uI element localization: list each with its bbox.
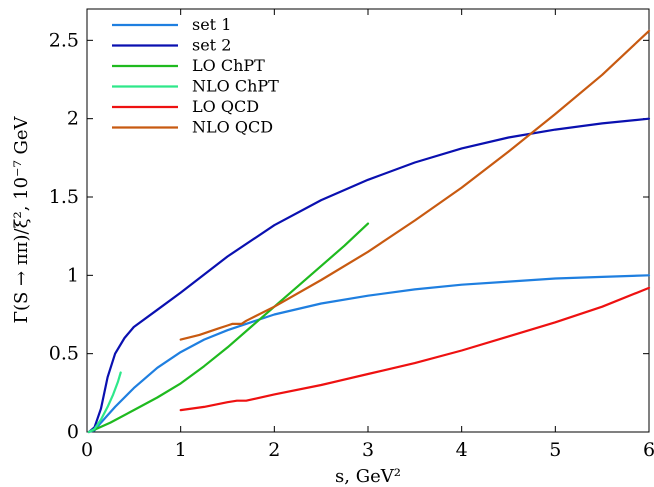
series-line-3 <box>87 222 370 434</box>
legend-label-5: LO QCD <box>192 97 259 116</box>
series-line-1 <box>87 274 651 434</box>
legend-label-4: NLO ChPT <box>192 77 279 96</box>
y-tick-label: 2 <box>67 108 79 130</box>
series-line-4 <box>87 371 122 434</box>
series-line-5 <box>179 286 651 412</box>
x-tick-label: 3 <box>362 439 374 461</box>
x-tick-label: 6 <box>643 439 654 461</box>
x-tick-label: 4 <box>456 439 468 461</box>
axis-ticks: 0 1 2 3 4 5 6 0 0.5 1 1.5 2 2.5 <box>49 9 654 461</box>
y-tick-label: 0 <box>67 421 79 443</box>
x-tick-label: 2 <box>268 439 280 461</box>
x-tick-label: 5 <box>549 439 561 461</box>
x-tick-label: 1 <box>175 439 187 461</box>
y-tick-label: 0.5 <box>49 343 79 365</box>
legend-label-6: NLO QCD <box>192 118 273 137</box>
y-tick-label: 2.5 <box>49 29 79 51</box>
legend-label-3: LO ChPT <box>192 56 265 75</box>
y-tick-label: 1 <box>67 264 79 286</box>
x-axis-label: s, GeV² <box>335 466 401 487</box>
x-tick-label: 0 <box>81 439 93 461</box>
legend-label-1: set 1 <box>192 15 231 34</box>
series-layer <box>87 29 651 434</box>
y-axis-label: Γ(S → ππ)/ξ², 10⁻⁷ GeV <box>11 115 32 323</box>
plot-frame <box>86 8 650 433</box>
series-line-6 <box>179 29 651 341</box>
legend-label-2: set 2 <box>192 36 231 55</box>
y-tick-label: 1.5 <box>49 186 79 208</box>
series-line-2 <box>87 117 651 434</box>
